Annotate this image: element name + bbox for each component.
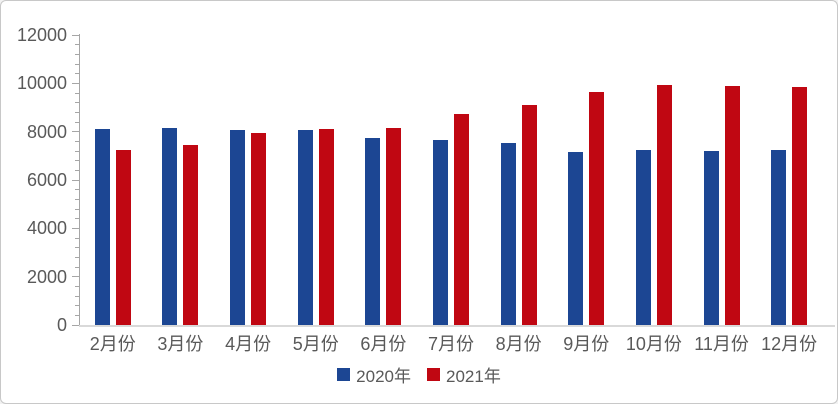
y-major-tick — [72, 82, 79, 84]
legend-item-2020: 2020年 — [337, 362, 411, 387]
y-tick-label: 10000 — [16, 73, 67, 94]
x-tick-label-12月份: 12月份 — [761, 334, 818, 354]
bar-2021年-4月份 — [251, 132, 267, 325]
bar-2020年-9月份 — [568, 152, 584, 325]
bar-2021年-8月份 — [521, 105, 537, 325]
x-tick-label-5月份: 5月份 — [292, 334, 339, 354]
bar-group-5月份 — [282, 1, 350, 325]
bar-2021年-9月份 — [589, 91, 605, 325]
x-tick-label-7月份: 7月份 — [427, 334, 474, 354]
bar-group-4月份 — [214, 1, 282, 325]
bar-2021年-3月份 — [183, 144, 199, 325]
y-minor-tick — [75, 150, 79, 152]
bar-group-9月份 — [552, 1, 620, 325]
y-tick-label: 0 — [56, 315, 67, 335]
bar-2020年-2月份 — [94, 129, 110, 325]
bar-group-8月份 — [485, 1, 553, 325]
y-axis-line — [79, 34, 80, 326]
y-minor-tick — [75, 198, 79, 200]
y-minor-tick — [75, 140, 79, 142]
y-major-tick — [72, 131, 79, 133]
bar-2021年-11月份 — [724, 85, 740, 325]
y-tick-label: 4000 — [26, 218, 67, 239]
y-tick-label: 8000 — [26, 121, 67, 142]
bar-group-7月份 — [417, 1, 485, 325]
bar-2021年-7月份 — [453, 113, 469, 325]
y-minor-tick — [75, 44, 79, 46]
bar-2020年-3月份 — [162, 128, 178, 325]
y-minor-tick — [75, 295, 79, 297]
bar-2020年-11月份 — [703, 151, 719, 325]
y-tick-label: 2000 — [26, 266, 67, 287]
bar-2021年-12月份 — [792, 86, 808, 325]
y-minor-tick — [75, 111, 79, 113]
y-minor-tick — [75, 169, 79, 171]
bar-2020年-4月份 — [230, 130, 246, 325]
bar-2021年-6月份 — [386, 128, 402, 325]
x-tick-label-9月份: 9月份 — [563, 334, 610, 354]
y-minor-tick — [75, 218, 79, 220]
y-major-tick — [72, 179, 79, 181]
y-minor-tick — [75, 53, 79, 55]
bar-2021年-5月份 — [318, 129, 334, 325]
y-major-tick — [72, 34, 79, 36]
y-major-tick — [72, 227, 79, 229]
y-major-tick — [72, 324, 79, 326]
bar-group-2月份 — [79, 1, 147, 325]
y-minor-tick — [75, 305, 79, 307]
y-minor-tick — [75, 189, 79, 191]
x-tick-label-10月份: 10月份 — [625, 334, 682, 354]
bar-2021年-10月份 — [656, 84, 672, 325]
x-tick-label-6月份: 6月份 — [360, 334, 407, 354]
bar-group-12月份 — [755, 1, 823, 325]
y-minor-tick — [75, 266, 79, 268]
bar-2020年-12月份 — [771, 149, 787, 325]
legend-label-2021: 2021年 — [446, 367, 501, 386]
y-minor-tick — [75, 237, 79, 239]
y-major-tick — [72, 276, 79, 278]
y-minor-tick — [75, 256, 79, 258]
y-minor-tick — [75, 63, 79, 65]
bar-group-6月份 — [350, 1, 418, 325]
x-tick-label-2月份: 2月份 — [89, 334, 136, 354]
y-minor-tick — [75, 314, 79, 316]
x-tick-label-3月份: 3月份 — [157, 334, 204, 354]
legend-label-2020: 2020年 — [356, 367, 411, 386]
legend-swatch-2021 — [427, 368, 440, 381]
y-tick-label: 12000 — [16, 25, 67, 45]
y-minor-tick — [75, 92, 79, 94]
bar-2020年-5月份 — [297, 130, 313, 325]
bar-2020年-10月份 — [635, 149, 651, 325]
y-minor-tick — [75, 208, 79, 210]
legend: 2020年 2021年 — [1, 362, 837, 387]
y-minor-tick — [75, 73, 79, 75]
y-minor-tick — [75, 285, 79, 287]
bar-2020年-8月份 — [500, 142, 516, 325]
x-tick-label-11月份: 11月份 — [694, 334, 749, 354]
y-minor-tick — [75, 102, 79, 104]
bar-2020年-7月份 — [432, 140, 448, 325]
bar-2020年-6月份 — [365, 137, 381, 325]
x-tick-label-4月份: 4月份 — [225, 334, 272, 354]
y-minor-tick — [75, 121, 79, 123]
bar-group-3月份 — [147, 1, 215, 325]
y-minor-tick — [75, 160, 79, 162]
legend-swatch-2020 — [337, 368, 351, 381]
x-tick-label-8月份: 8月份 — [495, 334, 542, 354]
bar-group-10月份 — [620, 1, 688, 325]
y-minor-tick — [75, 247, 79, 249]
y-tick-label: 6000 — [26, 170, 67, 190]
x-axis-line — [79, 325, 835, 327]
bar-2021年-2月份 — [115, 149, 131, 325]
legend-item-2021: 2021年 — [427, 362, 501, 387]
bar-group-11月份 — [688, 1, 756, 325]
